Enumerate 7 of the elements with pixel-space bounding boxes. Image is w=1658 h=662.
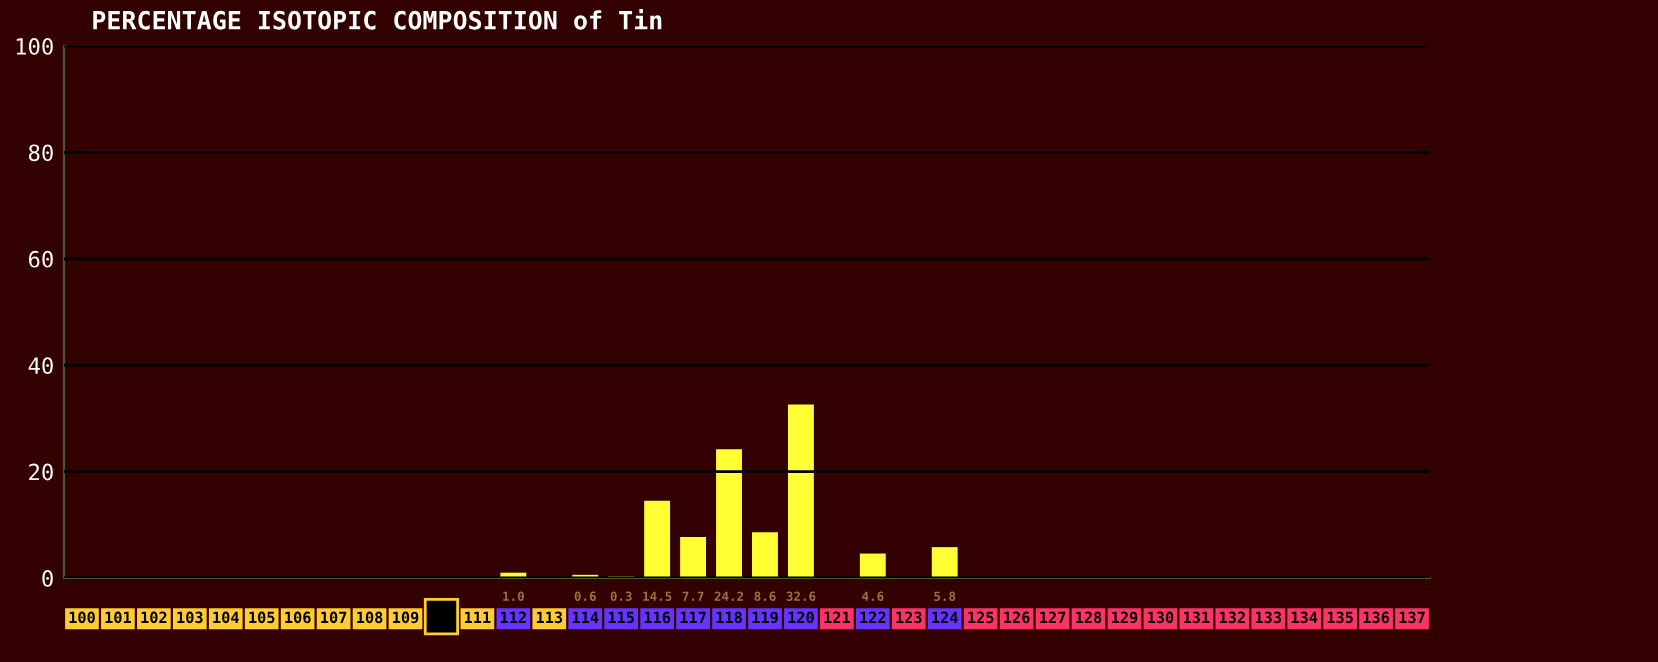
y-tick-label: 0 bbox=[42, 570, 53, 587]
y-tick-label: 80 bbox=[28, 144, 53, 162]
y-tick-label: 20 bbox=[29, 463, 53, 481]
y-tick-label: 100 bbox=[16, 38, 53, 55]
y-tick-label: 60 bbox=[28, 250, 53, 268]
y-tick-label: 40 bbox=[28, 357, 53, 375]
chart-title: PERCENTAGE ISOTOPIC COMPOSITION of Tin bbox=[93, 9, 662, 30]
